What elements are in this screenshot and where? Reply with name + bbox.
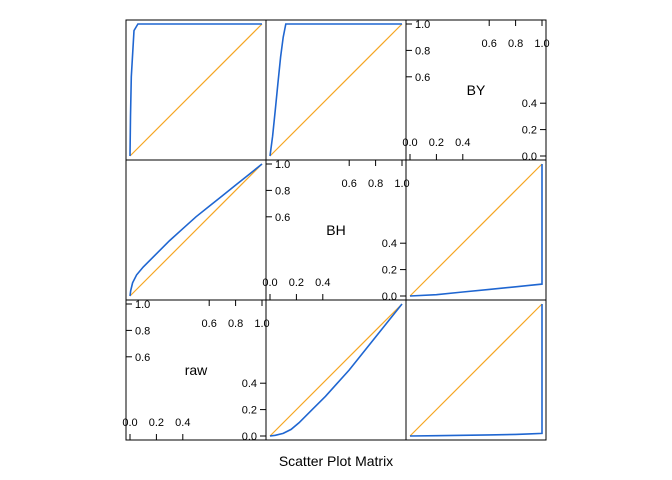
reference-line-raw-vs-BH bbox=[269, 303, 403, 437]
tick-label-left-BH-2: 1.0 bbox=[275, 159, 290, 171]
variable-label-BY: BY bbox=[467, 82, 486, 98]
tick-label-right-raw-0: 0.0 bbox=[242, 431, 257, 443]
tick-label-top-BH-1: 0.8 bbox=[368, 178, 383, 190]
tick-label-top-raw-0: 0.6 bbox=[202, 318, 217, 330]
tick-label-right-BH-0: 0.0 bbox=[382, 291, 397, 303]
tick-label-top-raw-2: 1.0 bbox=[254, 318, 269, 330]
series-curve-BH-vs-raw bbox=[129, 163, 263, 297]
tick-label-right-BY-0: 0.0 bbox=[522, 151, 537, 163]
variable-label-raw: raw bbox=[185, 362, 208, 378]
diagonal-panel-BY: BY 0.6 0.8 1.0 0.6 0.8 1.0 0.0 0.2 0.4 0.0 0.2 0.4 bbox=[402, 19, 549, 163]
tick-label-bottom-BY-1: 0.2 bbox=[429, 137, 444, 149]
tick-label-top-BH-2: 1.0 bbox=[394, 178, 409, 190]
tick-label-left-BY-0: 0.6 bbox=[415, 72, 430, 84]
tick-label-right-raw-1: 0.2 bbox=[242, 405, 257, 417]
tick-label-top-BY-1: 0.8 bbox=[508, 38, 523, 50]
variable-label-BH: BH bbox=[326, 222, 345, 238]
tick-label-left-raw-2: 1.0 bbox=[135, 299, 150, 311]
series-curve-raw-vs-BY bbox=[409, 304, 543, 437]
reference-line-BH-vs-BY bbox=[409, 163, 543, 297]
tick-label-bottom-BY-0: 0.0 bbox=[402, 137, 417, 149]
tick-label-right-BH-2: 0.4 bbox=[382, 238, 397, 250]
tick-label-right-BY-1: 0.2 bbox=[522, 125, 537, 137]
tick-label-right-BY-2: 0.4 bbox=[522, 98, 537, 110]
tick-label-left-raw-1: 0.8 bbox=[135, 325, 150, 337]
reference-line-BY-vs-BH bbox=[269, 23, 403, 157]
tick-label-bottom-raw-2: 0.4 bbox=[175, 417, 190, 429]
diagonal-panel-raw: raw 0.6 0.8 1.0 0.6 0.8 1.0 0.0 0.2 0.4 0.0 0.2 0.4 bbox=[122, 299, 269, 443]
series-curve-BY-vs-raw bbox=[129, 23, 262, 157]
panel-frames bbox=[125, 19, 547, 441]
diagonal-panel-BH: BH 0.6 0.8 1.0 0.6 0.8 1.0 0.0 0.2 0.4 0.0 0.2 0.4 bbox=[262, 159, 409, 303]
tick-label-left-BH-1: 0.8 bbox=[275, 185, 290, 197]
data-curves bbox=[129, 23, 543, 437]
tick-label-top-BY-2: 1.0 bbox=[534, 38, 549, 50]
tick-label-right-BH-1: 0.2 bbox=[382, 265, 397, 277]
reference-line-BY-vs-raw bbox=[129, 23, 263, 157]
x-axis-label: Scatter Plot Matrix bbox=[279, 453, 393, 469]
reference-line-raw-vs-BY bbox=[409, 303, 543, 437]
tick-label-bottom-raw-0: 0.0 bbox=[122, 417, 137, 429]
tick-label-right-raw-2: 0.4 bbox=[242, 378, 257, 390]
reference-line-BH-vs-raw bbox=[129, 163, 263, 297]
tick-label-bottom-BH-2: 0.4 bbox=[315, 277, 330, 289]
reference-lines bbox=[129, 23, 543, 437]
panel-frame-r2-c2 bbox=[405, 299, 547, 441]
tick-label-bottom-raw-1: 0.2 bbox=[149, 417, 164, 429]
series-curve-BH-vs-BY bbox=[409, 164, 543, 297]
tick-label-left-BH-0: 0.6 bbox=[275, 212, 290, 224]
series-curve-BY-vs-BH bbox=[269, 23, 402, 157]
tick-label-left-BY-2: 1.0 bbox=[415, 19, 430, 31]
tick-label-top-raw-1: 0.8 bbox=[228, 318, 243, 330]
tick-label-left-BY-1: 0.8 bbox=[415, 45, 430, 57]
tick-label-top-BH-0: 0.6 bbox=[342, 178, 357, 190]
series-curve-raw-vs-BH bbox=[269, 303, 403, 437]
tick-label-left-raw-0: 0.6 bbox=[135, 352, 150, 364]
tick-label-bottom-BH-1: 0.2 bbox=[289, 277, 304, 289]
tick-label-bottom-BH-0: 0.0 bbox=[262, 277, 277, 289]
tick-label-top-BY-0: 0.6 bbox=[482, 38, 497, 50]
tick-label-bottom-BY-2: 0.4 bbox=[455, 137, 470, 149]
